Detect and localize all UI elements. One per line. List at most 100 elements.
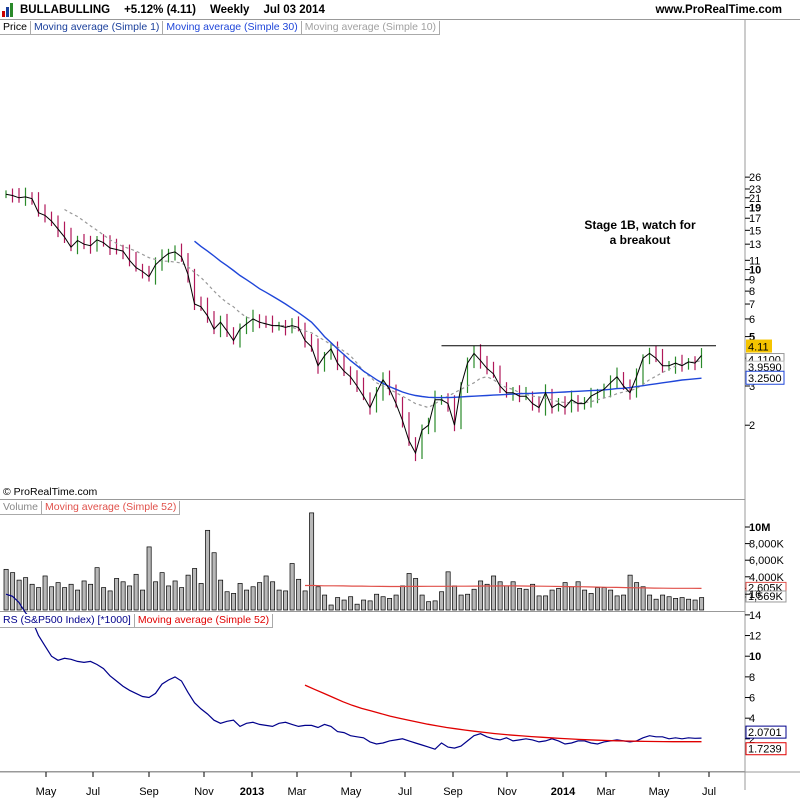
x-tick-label: Jul [398,786,412,798]
volume-bar [198,583,204,611]
rs-line [5,593,702,750]
volume-bar [517,588,523,611]
volume-bar [120,581,126,611]
rs-ma-value-label: 1.7239 [748,744,782,756]
price-tick-label: 2 [749,420,755,432]
volume-bar [231,593,237,611]
legend-volume[interactable]: Volume [0,501,43,515]
volume-bar [549,589,555,611]
legend-rs[interactable]: RS (S&P500 Index) [*1000] [0,614,135,628]
volume-bar [679,597,685,611]
legend-ma1[interactable]: Moving average (Simple 1) [30,21,164,35]
volume-bar [393,594,399,611]
price-tick-label: 9 [749,275,755,287]
legend-ma10[interactable]: Moving average (Simple 10) [301,21,441,35]
volume-bar [224,591,230,611]
volume-bar [309,512,315,611]
volume-bar [315,586,321,611]
rs-tick-label: 14 [749,610,761,622]
volume-bar [107,590,113,611]
volume-bar [361,599,367,611]
rs-tick-label: 6 [749,693,755,705]
rs-tick-label: 16 [749,589,761,601]
last-price-label: 4.11 [748,342,769,354]
volume-bar [166,585,172,611]
volume-bar [55,582,61,611]
volume-bar [588,593,594,611]
volume-bar [575,581,581,611]
volume-bar [289,563,295,611]
volume-bar [562,582,568,611]
volume-bar [133,573,139,611]
volume-bar [263,575,269,611]
volume-bar [16,579,22,611]
volume-bar [484,583,490,611]
volume-bar [621,594,627,611]
volume-bar [510,581,516,611]
volume-bar [432,600,438,611]
volume-panel [0,500,745,612]
volume-bar [250,586,256,611]
price-tick-label: 23 [749,184,761,196]
rs-tick-label: 8 [749,672,755,684]
legend-rs-ma52[interactable]: Moving average (Simple 52) [134,614,274,628]
volume-bar [530,583,536,611]
prorealtime-logo-icon [2,2,16,17]
volume-bar [647,594,653,611]
x-tick-label: Nov [194,786,214,798]
volume-bar [491,575,497,611]
annotation-line-2: a breakout [609,233,671,247]
volume-tick-label: 10M [749,522,770,534]
ma30-line [194,240,702,399]
x-tick-label: Nov [497,786,517,798]
ma30-value-label: 3.2500 [748,373,782,385]
volume-bar [49,586,55,611]
rs-legend: RS (S&P500 Index) [*1000] Moving average… [0,614,274,628]
legend-ma30[interactable]: Moving average (Simple 30) [163,21,302,35]
rs-value-label: 2.0701 [748,727,782,739]
volume-bar [692,599,698,611]
volume-bar [556,588,562,611]
volume-tick-label: 4,000K [749,572,785,584]
x-tick-label: Sep [443,786,463,798]
x-tick-label: Jul [702,786,716,798]
price-tick-label: 13 [749,239,761,251]
x-tick-label: May [649,786,670,798]
volume-bar [536,595,542,611]
ma10-line [64,208,702,409]
volume-bar [653,598,659,611]
x-tick-label: Sep [139,786,159,798]
volume-ma52-line [305,584,702,589]
volume-bar [452,585,458,611]
volume-value-label: 1,569K [748,591,784,603]
price-tick-label: 17 [749,213,761,225]
volume-bar [257,582,263,611]
volume-bar [10,572,16,611]
volume-bar [354,603,360,611]
price-tick-label: 7 [749,299,755,311]
volume-bar [608,589,614,611]
volume-bar [114,578,120,611]
ma1-line [5,193,702,455]
x-tick-label: Mar [288,786,307,798]
volume-bar [218,579,224,611]
volume-bar [68,583,74,611]
volume-bar [270,581,276,611]
volume-bar [640,586,646,611]
volume-bar [244,589,250,611]
price-legend: Price Moving average (Simple 1) Moving a… [0,21,441,35]
volume-bar [36,587,42,611]
change-label: +5.12% (4.11) [124,3,197,16]
price-panel [0,20,745,500]
volume-bar [614,595,620,611]
rs-tick-label: 10 [749,651,761,663]
legend-price[interactable]: Price [0,21,31,35]
volume-bar [159,572,165,611]
volume-bar [179,587,185,611]
period-label: Weekly [210,3,250,16]
ma30-value-box [745,370,785,385]
price-tick-label: 21 [749,193,761,205]
volume-bar [458,594,464,611]
legend-volume-ma52[interactable]: Moving average (Simple 52) [42,501,181,515]
volume-bar [88,583,94,611]
